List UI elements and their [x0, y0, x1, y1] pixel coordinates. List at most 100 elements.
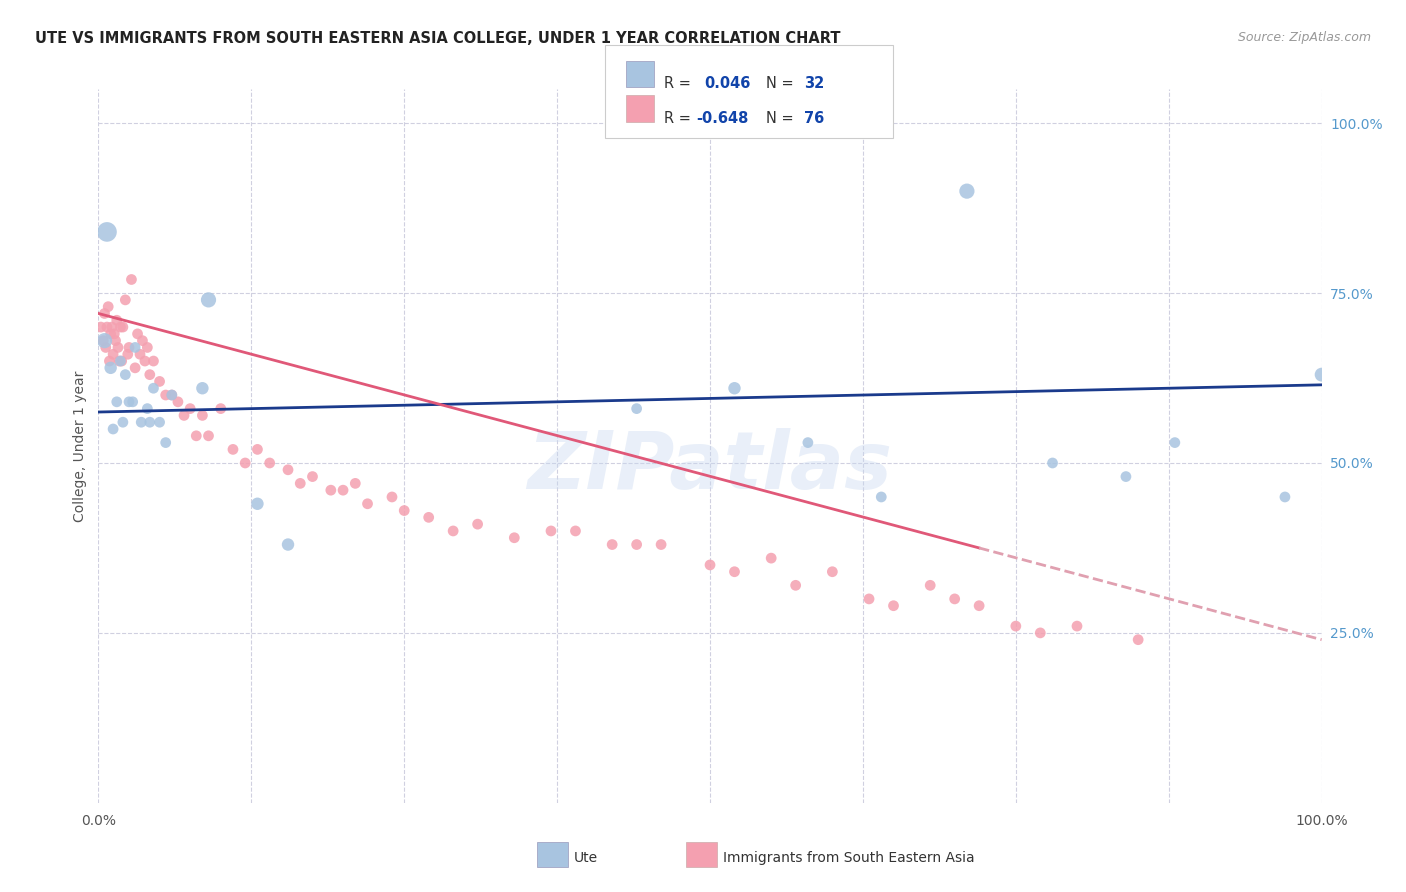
Point — [101, 347, 124, 361]
Point — [108, 354, 131, 368]
Point — [111, 320, 134, 334]
Point — [100, 360, 122, 375]
Point — [105, 394, 128, 409]
Point — [1310, 368, 1333, 382]
Point — [98, 354, 121, 368]
Point — [626, 401, 648, 416]
Point — [381, 490, 404, 504]
Point — [319, 483, 342, 498]
Point — [136, 401, 159, 416]
Text: Source: ZipAtlas.com: Source: ZipAtlas.com — [1237, 31, 1371, 45]
Point — [160, 388, 183, 402]
Point — [131, 334, 153, 348]
Point — [94, 341, 117, 355]
Point — [129, 415, 152, 429]
Point — [290, 476, 312, 491]
Point — [883, 599, 905, 613]
Point — [97, 300, 120, 314]
Point — [1115, 469, 1137, 483]
Text: N =: N = — [766, 111, 799, 126]
Point — [222, 442, 245, 457]
Text: 32: 32 — [804, 76, 824, 91]
Point — [139, 415, 162, 429]
Point — [129, 347, 152, 361]
Point — [761, 551, 783, 566]
Point — [259, 456, 281, 470]
Text: UTE VS IMMIGRANTS FROM SOUTH EASTERN ASIA COLLEGE, UNDER 1 YEAR CORRELATION CHAR: UTE VS IMMIGRANTS FROM SOUTH EASTERN ASI… — [35, 31, 841, 46]
Point — [173, 409, 195, 423]
Point — [114, 368, 136, 382]
Point — [246, 497, 269, 511]
Point — [858, 591, 880, 606]
Point — [650, 537, 672, 551]
Point — [167, 394, 190, 409]
Point — [110, 354, 132, 368]
Point — [191, 381, 214, 395]
Point — [441, 524, 464, 538]
Point — [114, 293, 136, 307]
Point — [124, 360, 146, 375]
Point — [155, 435, 177, 450]
Y-axis label: College, Under 1 year: College, Under 1 year — [73, 370, 87, 522]
Point — [107, 341, 129, 355]
Point — [124, 341, 146, 355]
Point — [943, 591, 966, 606]
Point — [1274, 490, 1296, 504]
Point — [246, 442, 269, 457]
Point — [1066, 619, 1088, 633]
Point — [699, 558, 721, 572]
Point — [233, 456, 256, 470]
Point — [1128, 632, 1150, 647]
Point — [127, 326, 149, 341]
Text: Immigrants from South Eastern Asia: Immigrants from South Eastern Asia — [723, 851, 974, 864]
Point — [418, 510, 440, 524]
Point — [540, 524, 562, 538]
Text: Ute: Ute — [574, 851, 598, 864]
Point — [870, 490, 893, 504]
Point — [90, 320, 112, 334]
Point — [344, 476, 367, 491]
Point — [96, 225, 118, 239]
Point — [600, 537, 623, 551]
Point — [277, 537, 299, 551]
Point — [797, 435, 820, 450]
Point — [101, 422, 124, 436]
Point — [149, 375, 172, 389]
Point — [103, 326, 125, 341]
Point — [503, 531, 526, 545]
Point — [111, 354, 134, 368]
Point — [1164, 435, 1187, 450]
Point — [967, 599, 990, 613]
Point — [142, 381, 165, 395]
Point — [160, 388, 183, 402]
Point — [626, 537, 648, 551]
Point — [723, 381, 745, 395]
Point — [191, 409, 214, 423]
Point — [139, 368, 162, 382]
Point — [392, 503, 416, 517]
Point — [134, 354, 156, 368]
Point — [197, 293, 219, 307]
Point — [117, 347, 139, 361]
Point — [104, 334, 127, 348]
Point — [118, 394, 141, 409]
Text: ZIPatlas: ZIPatlas — [527, 428, 893, 507]
Point — [136, 341, 159, 355]
Point — [121, 394, 143, 409]
Point — [956, 184, 979, 198]
Point — [197, 429, 219, 443]
Point — [1042, 456, 1064, 470]
Point — [277, 463, 299, 477]
Point — [564, 524, 586, 538]
Point — [118, 341, 141, 355]
Text: -0.648: -0.648 — [696, 111, 748, 126]
Point — [155, 388, 177, 402]
Text: 0.046: 0.046 — [704, 76, 751, 91]
Point — [821, 565, 844, 579]
Text: 76: 76 — [804, 111, 824, 126]
Text: N =: N = — [766, 76, 799, 91]
Point — [93, 306, 115, 320]
Point — [100, 326, 122, 341]
Point — [1029, 626, 1052, 640]
Point — [186, 429, 208, 443]
